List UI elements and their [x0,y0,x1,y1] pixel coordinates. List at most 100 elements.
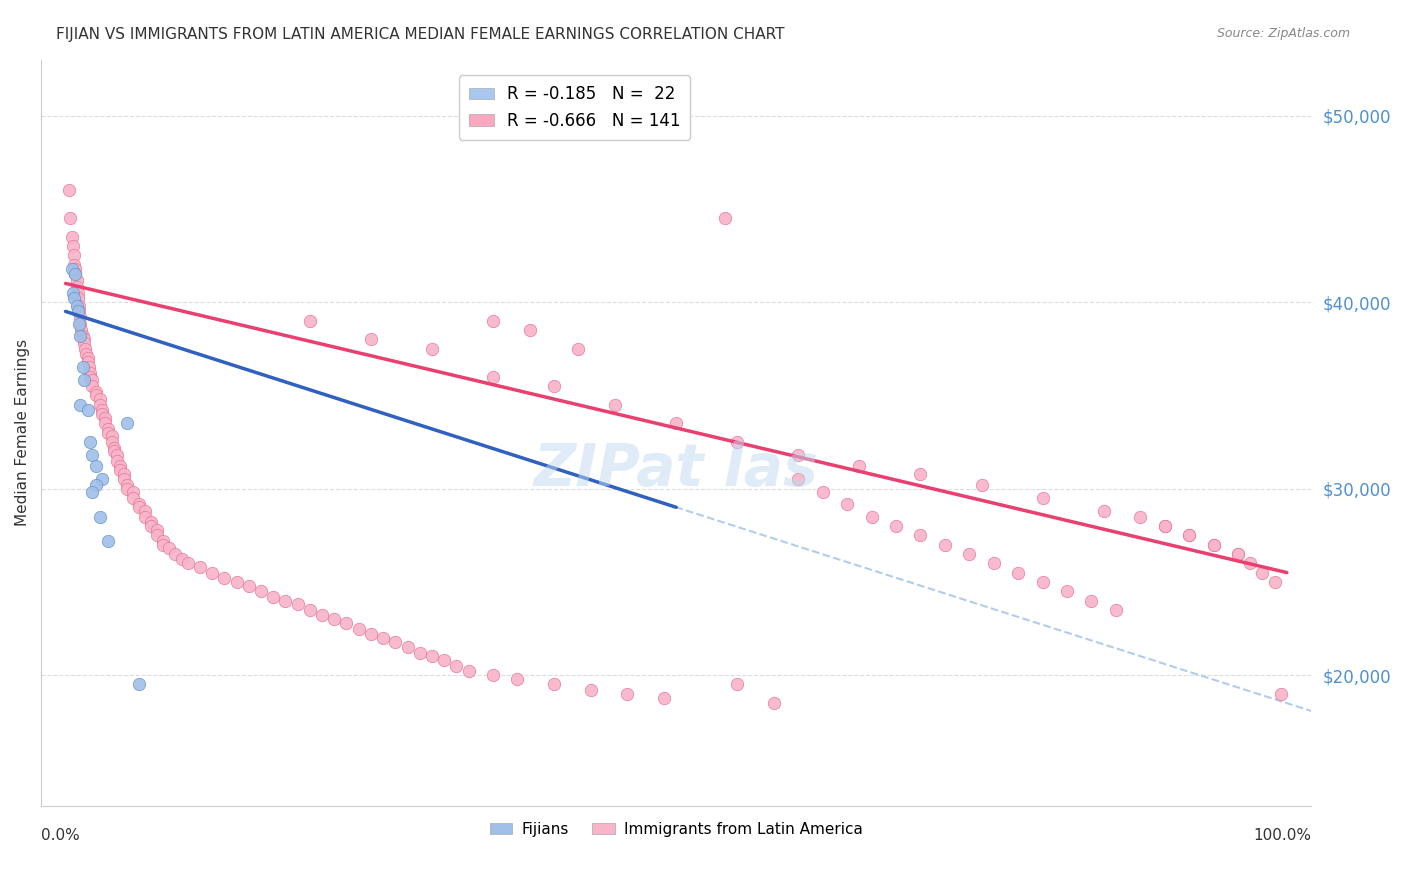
Point [103,444,125,458]
Point [91,407,114,421]
Point [188,560,211,574]
Point [543,379,565,393]
Point [121,491,143,505]
Point [72,328,94,343]
Point [58,183,80,197]
Point [76,355,98,369]
Point [62,239,84,253]
Point [323,612,346,626]
Point [201,566,224,580]
Point [65,273,87,287]
Point [65,267,87,281]
Point [665,417,688,431]
Point [725,434,748,449]
Point [84,384,107,399]
Point [134,509,156,524]
Text: 0.0%: 0.0% [41,828,80,843]
Point [1264,574,1286,589]
Point [787,448,810,462]
Point [1202,538,1225,552]
Point [112,467,135,481]
Legend: Fijians, Immigrants from Latin America: Fijians, Immigrants from Latin America [484,815,869,843]
Point [110,459,132,474]
Point [75,347,97,361]
Point [112,472,135,486]
Point [714,211,737,226]
Point [97,533,120,548]
Point [139,519,162,533]
Point [910,467,932,481]
Point [762,696,785,710]
Point [1153,519,1175,533]
Point [298,314,321,328]
Point [139,515,162,529]
Point [250,584,273,599]
Point [360,627,382,641]
Point [983,556,1005,570]
Point [165,547,187,561]
Point [62,285,84,300]
Point [101,429,124,443]
Point [69,328,91,343]
Point [66,291,89,305]
Point [84,478,107,492]
Point [101,434,124,449]
Y-axis label: Median Female Earnings: Median Female Earnings [15,339,30,526]
Point [93,410,115,425]
Point [579,683,602,698]
Point [115,417,138,431]
Point [84,459,107,474]
Point [79,434,101,449]
Point [128,500,150,515]
Point [567,342,589,356]
Point [884,519,907,533]
Point [93,417,115,431]
Point [105,453,128,467]
Point [128,497,150,511]
Point [837,497,859,511]
Text: ZIPat las: ZIPat las [534,442,818,499]
Point [70,323,93,337]
Point [66,285,89,300]
Point [84,388,107,402]
Point [73,336,96,351]
Point [59,211,82,226]
Point [97,425,120,440]
Point [146,523,169,537]
Point [69,318,91,332]
Point [360,332,382,346]
Point [274,593,297,607]
Point [1239,556,1261,570]
Point [103,441,125,455]
Point [65,280,87,294]
Point [335,615,357,630]
Point [1129,509,1152,524]
Point [115,478,138,492]
Point [1032,574,1054,589]
Point [152,538,174,552]
Point [67,318,90,332]
Point [384,634,406,648]
Point [482,668,505,682]
Point [1092,504,1115,518]
Point [860,509,883,524]
Point [1080,593,1102,607]
Point [420,342,443,356]
Point [1202,538,1225,552]
Point [65,267,87,281]
Point [79,366,101,380]
Point [110,463,132,477]
Point [69,310,91,324]
Point [519,323,541,337]
Point [82,448,104,462]
Point [97,422,120,436]
Point [543,677,565,691]
Point [482,369,505,384]
Point [67,299,90,313]
Point [134,504,156,518]
Point [446,658,468,673]
Point [238,579,260,593]
Point [787,472,810,486]
Point [420,649,443,664]
Point [89,398,111,412]
